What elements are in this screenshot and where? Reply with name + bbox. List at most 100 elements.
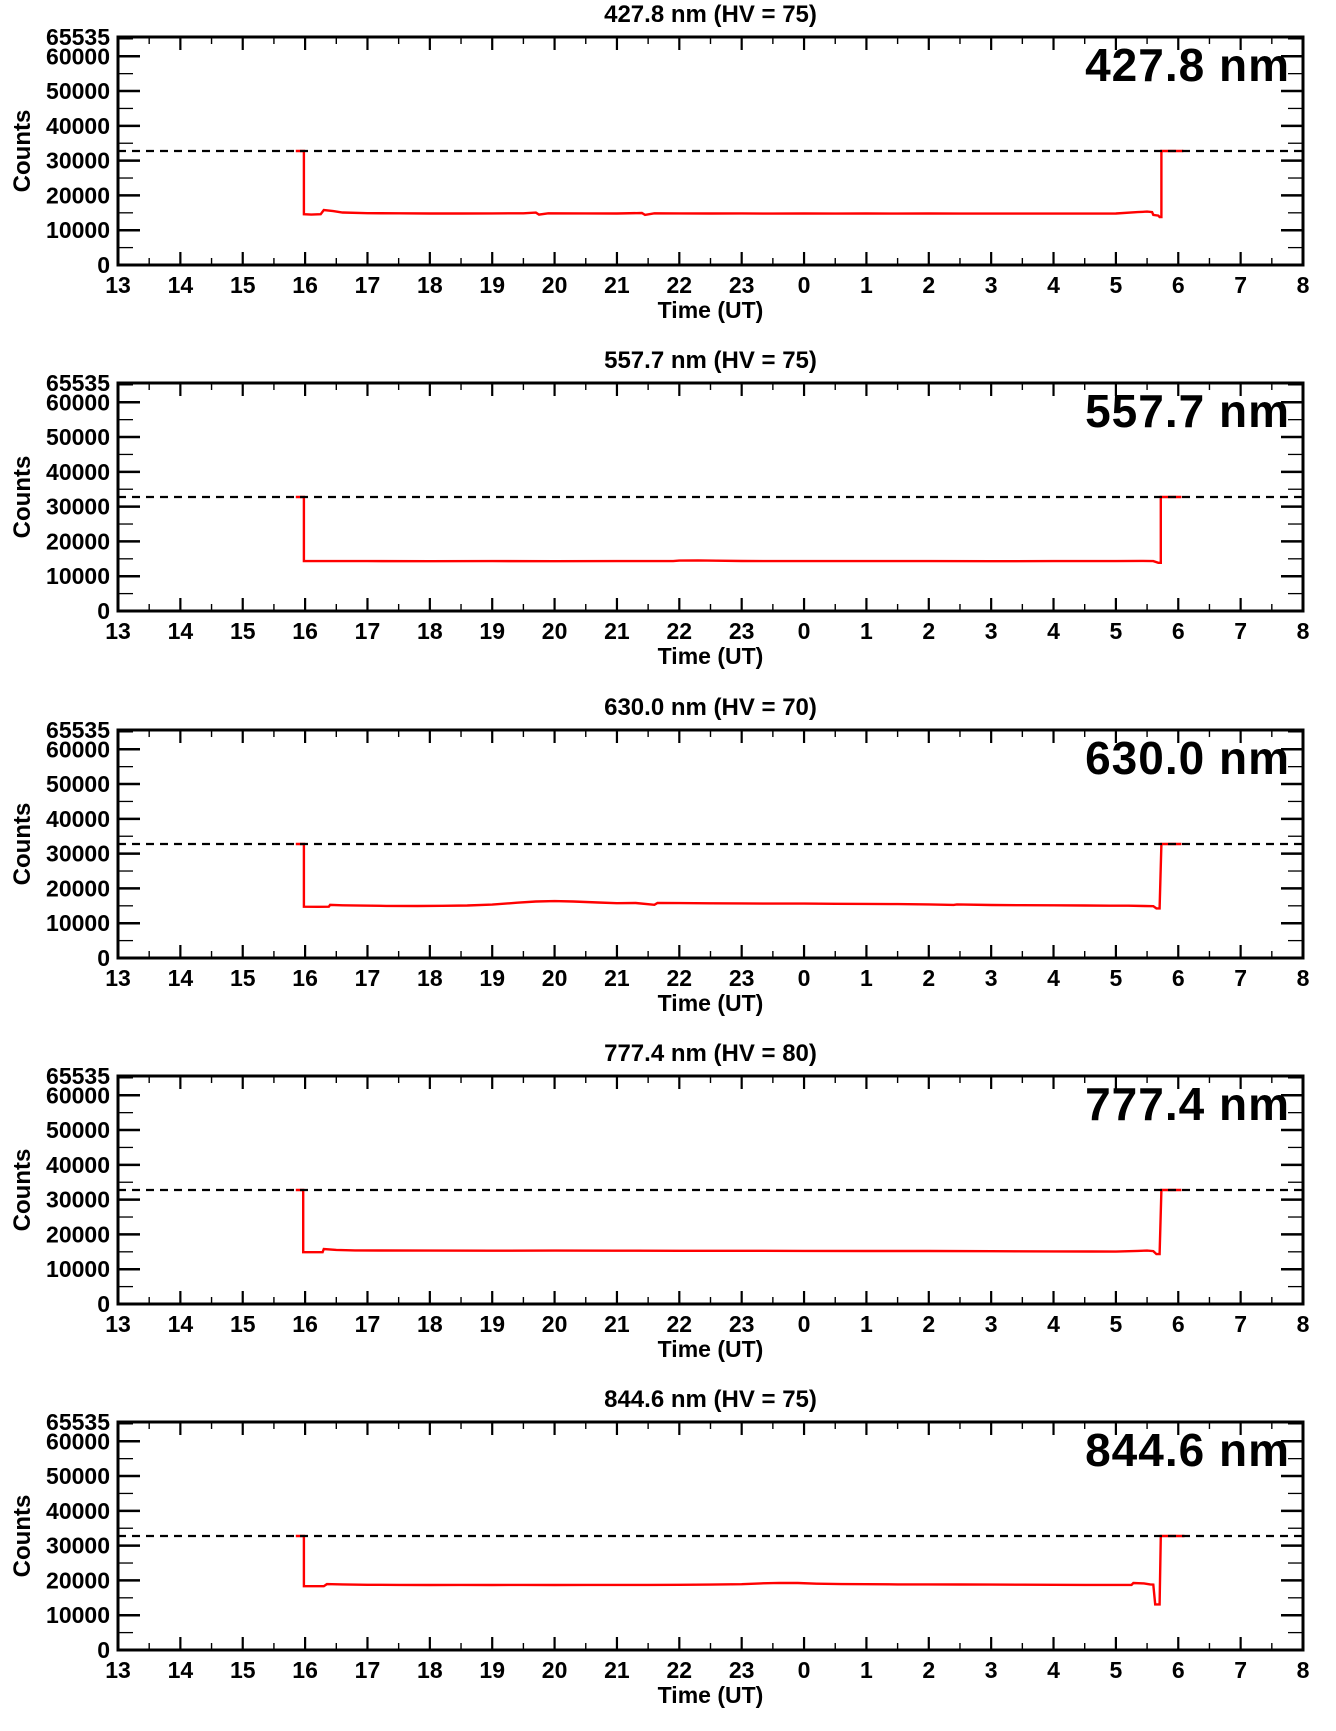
- x-tick-label: 5: [1109, 272, 1122, 298]
- x-tick-label: 14: [168, 618, 194, 644]
- x-tick-label: 19: [479, 1657, 505, 1683]
- x-tick-label: 3: [985, 1311, 998, 1337]
- y-tick-label: 0: [97, 598, 110, 624]
- y-tick-label: 65535: [46, 1409, 110, 1435]
- plot-area: 13 14 15 16 17 18 19 20 21 22 23 0 1 2 3 4 5 6 7 8010000200…: [46, 370, 1310, 644]
- x-tick-label: 7: [1234, 1311, 1247, 1337]
- wavelength-label: 844.6 nm: [1085, 1424, 1290, 1476]
- x-tick-label: 7: [1234, 618, 1247, 644]
- x-axis-label: Time (UT): [657, 297, 764, 323]
- x-tick-label: 0: [798, 1311, 811, 1337]
- y-tick-label: 60000: [46, 1428, 110, 1454]
- counts-series-line: [295, 842, 1182, 910]
- x-tick-label: 15: [230, 272, 256, 298]
- y-tick-label: 20000: [46, 875, 110, 901]
- x-tick-label: 16: [292, 1657, 318, 1683]
- x-tick-label: 19: [479, 618, 505, 644]
- x-tick-label: 17: [355, 618, 381, 644]
- x-tick-label: 18: [417, 272, 443, 298]
- x-tick-label: 2: [922, 965, 935, 991]
- x-tick-label: 20: [542, 272, 568, 298]
- y-tick-label: 60000: [46, 389, 110, 415]
- x-tick-label: 17: [355, 965, 381, 991]
- y-tick-label: 10000: [46, 217, 110, 243]
- y-tick-label: 10000: [46, 910, 110, 936]
- plot-area: 13 14 15 16 17 18 19 20 21 22 23 0 1 2 3 4 5 6 7 8010000200…: [46, 1409, 1310, 1683]
- x-tick-label: 18: [417, 1311, 443, 1337]
- x-tick-label: 13: [105, 618, 131, 644]
- x-tick-label: 3: [985, 272, 998, 298]
- plot-title: 557.7 nm (HV = 75): [604, 347, 817, 374]
- x-tick-label: 20: [542, 1311, 568, 1337]
- chart-panel-777nm: 777.4 nm (HV = 80) 777.4 nm Counts Time …: [0, 1039, 1336, 1385]
- x-tick-label: 22: [667, 272, 693, 298]
- x-tick-label: 1: [860, 618, 873, 644]
- x-tick-label: 21: [604, 965, 630, 991]
- y-tick-label: 0: [97, 1637, 110, 1663]
- x-tick-label: 21: [604, 272, 630, 298]
- y-tick-label: 30000: [46, 494, 110, 520]
- x-tick-label: 3: [985, 618, 998, 644]
- x-tick-label: 16: [292, 965, 318, 991]
- x-tick-label: 14: [168, 1311, 194, 1337]
- wavelength-label: 557.7 nm: [1085, 385, 1290, 437]
- chart-panel-427nm: 427.8 nm (HV = 75) 427.8 nm Counts Time …: [0, 0, 1336, 346]
- x-tick-label: 8: [1297, 965, 1310, 991]
- x-tick-label: 7: [1234, 965, 1247, 991]
- y-tick-label: 65535: [46, 24, 110, 50]
- x-tick-label: 0: [798, 272, 811, 298]
- y-tick-label: 10000: [46, 563, 110, 589]
- x-tick-label: 5: [1109, 618, 1122, 644]
- x-tick-label: 2: [922, 1311, 935, 1337]
- x-tick-label: 1: [860, 965, 873, 991]
- plot-title: 777.4 nm (HV = 80): [604, 1040, 817, 1067]
- x-tick-label: 15: [230, 965, 256, 991]
- x-tick-label: 20: [542, 965, 568, 991]
- counts-series-line: [295, 1534, 1185, 1606]
- x-tick-label: 6: [1172, 965, 1185, 991]
- x-tick-label: 21: [604, 618, 630, 644]
- x-tick-label: 13: [105, 1311, 131, 1337]
- x-tick-label: 0: [798, 618, 811, 644]
- x-axis-label: Time (UT): [657, 1682, 764, 1708]
- counts-series-line: [295, 149, 1184, 219]
- x-tick-label: 4: [1047, 1657, 1060, 1683]
- x-tick-label: 20: [542, 618, 568, 644]
- x-tick-label: 7: [1234, 1657, 1247, 1683]
- x-tick-label: 6: [1172, 1311, 1185, 1337]
- y-tick-label: 60000: [46, 43, 110, 69]
- x-tick-label: 19: [479, 965, 505, 991]
- x-tick-label: 17: [355, 272, 381, 298]
- x-tick-label: 13: [105, 272, 131, 298]
- x-tick-label: 20: [542, 1657, 568, 1683]
- x-tick-label: 23: [729, 618, 755, 644]
- y-tick-label: 50000: [46, 78, 110, 104]
- x-tick-label: 21: [604, 1657, 630, 1683]
- x-tick-label: 22: [667, 1657, 693, 1683]
- y-tick-label: 60000: [46, 736, 110, 762]
- plot-area: 13 14 15 16 17 18 19 20 21 22 23 0 1 2 3 4 5 6 7 8010000200…: [46, 24, 1310, 298]
- y-tick-label: 40000: [46, 459, 110, 485]
- x-tick-label: 16: [292, 272, 318, 298]
- x-tick-label: 5: [1109, 1311, 1122, 1337]
- x-tick-label: 7: [1234, 272, 1247, 298]
- y-tick-label: 40000: [46, 806, 110, 832]
- x-tick-label: 14: [168, 272, 194, 298]
- x-tick-label: 21: [604, 1311, 630, 1337]
- y-tick-label: 65535: [46, 1063, 110, 1089]
- x-tick-label: 8: [1297, 618, 1310, 644]
- y-tick-label: 65535: [46, 370, 110, 396]
- y-tick-label: 20000: [46, 528, 110, 554]
- x-tick-label: 2: [922, 618, 935, 644]
- x-tick-label: 22: [667, 1311, 693, 1337]
- y-tick-label: 40000: [46, 113, 110, 139]
- plot-title: 844.6 nm (HV = 75): [604, 1386, 817, 1413]
- x-tick-label: 0: [798, 965, 811, 991]
- y-tick-label: 30000: [46, 1533, 110, 1559]
- counts-series-line: [295, 1188, 1182, 1256]
- y-tick-label: 30000: [46, 1187, 110, 1213]
- x-tick-label: 16: [292, 618, 318, 644]
- x-tick-label: 6: [1172, 1657, 1185, 1683]
- axis-frame: [116, 381, 1305, 613]
- y-tick-label: 0: [97, 252, 110, 278]
